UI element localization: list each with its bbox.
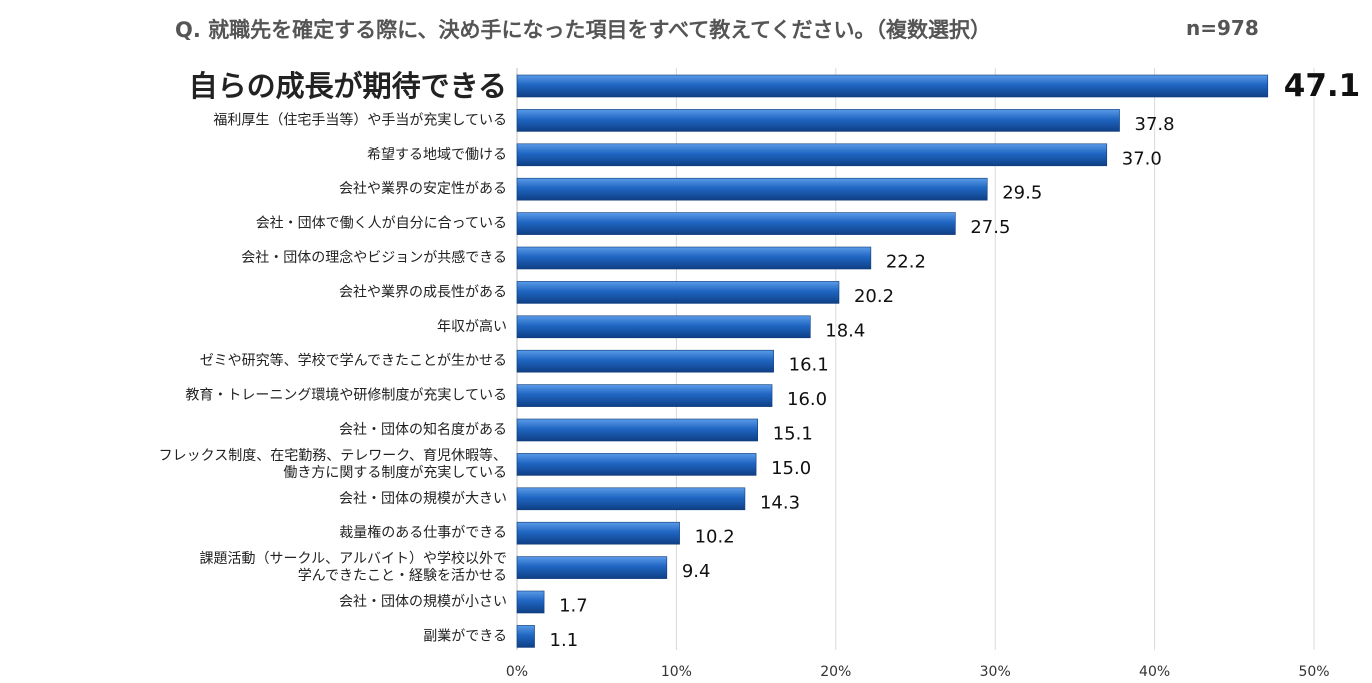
x-tick-label: 50% <box>1298 664 1329 680</box>
sample-size: n=978 <box>1186 16 1259 40</box>
bar <box>516 384 773 407</box>
bar <box>516 349 774 373</box>
value-label: 16.1 <box>789 355 829 376</box>
bar <box>516 487 746 511</box>
category-label: 学んできたこと・経験を活かせる <box>298 568 507 584</box>
category-label: ゼミや研究等、学校で学んできたことが生かせる <box>200 352 507 369</box>
value-label: 37.8 <box>1135 114 1175 135</box>
category-label: 会社や業界の安定性がある <box>339 181 507 197</box>
value-label: 15.0 <box>771 458 811 479</box>
x-tick-label: 30% <box>980 664 1011 680</box>
category-label: 会社や業界の成長性がある <box>339 284 507 300</box>
bar <box>516 418 758 442</box>
value-label: 22.2 <box>886 252 926 273</box>
bar <box>516 74 1269 98</box>
value-label: 47.1 <box>1284 68 1361 104</box>
value-label: 37.0 <box>1122 148 1162 169</box>
chart-title: Q. 就職先を確定する際に、決め手になった項目をすべて教えてください。（複数選択… <box>0 14 1372 48</box>
bar <box>516 315 811 339</box>
question-text: Q. 就職先を確定する際に、決め手になった項目をすべて教えてください。（複数選択… <box>175 18 992 42</box>
bar <box>516 556 668 579</box>
category-label: 会社・団体の知名度がある <box>339 421 507 438</box>
category-label: 福利厚生（住宅手当等）や手当が充実している <box>213 111 507 128</box>
value-label: 27.5 <box>970 217 1010 238</box>
value-label: 10.2 <box>695 527 735 548</box>
bar <box>516 109 1120 132</box>
category-label: 会社・団体の規模が大きい <box>339 491 507 507</box>
x-tick-label: 40% <box>1139 664 1170 680</box>
value-label: 1.1 <box>550 630 579 651</box>
category-label: 課題活動（サークル、アルバイト）や学校以外で <box>200 550 507 567</box>
category-label: 自らの成長が期待できる <box>189 69 507 103</box>
bar <box>516 143 1108 167</box>
x-tick-label: 20% <box>820 664 851 680</box>
value-label: 15.1 <box>773 424 813 445</box>
category-label: 働き方に関する制度が充実している <box>283 465 507 481</box>
bar <box>516 453 757 476</box>
category-label: 希望する地域で働ける <box>367 147 507 163</box>
value-label: 1.7 <box>559 596 588 617</box>
category-label: フレックス制度、在宅勤務、テレワーク、育児休暇等、 <box>159 447 507 464</box>
category-label: 副業ができる <box>423 628 507 644</box>
bar <box>516 281 840 304</box>
bar <box>516 212 956 235</box>
category-label: 会社・団体で働く人が自分に合っている <box>256 216 507 232</box>
value-label: 14.3 <box>760 492 800 513</box>
x-tick-label: 0% <box>506 664 528 680</box>
category-label: 年収が高い <box>437 318 507 335</box>
x-tick-label: 10% <box>661 664 692 680</box>
value-label: 9.4 <box>682 561 711 582</box>
bar <box>516 177 988 201</box>
category-label: 会社・団体の規模が小さい <box>339 594 507 610</box>
bar <box>516 521 680 545</box>
bar <box>516 246 872 270</box>
bar <box>516 625 535 648</box>
category-label: 会社・団体の理念やビジョンが共感できる <box>241 249 507 266</box>
value-label: 16.0 <box>787 389 827 410</box>
bar <box>516 590 545 614</box>
value-label: 18.4 <box>825 320 865 341</box>
value-label: 29.5 <box>1002 183 1042 204</box>
category-label: 教育・トレーニング環境や研修制度が充実している <box>185 388 507 404</box>
category-label: 裁量権のある仕事ができる <box>339 524 507 541</box>
value-label: 20.2 <box>854 286 894 307</box>
